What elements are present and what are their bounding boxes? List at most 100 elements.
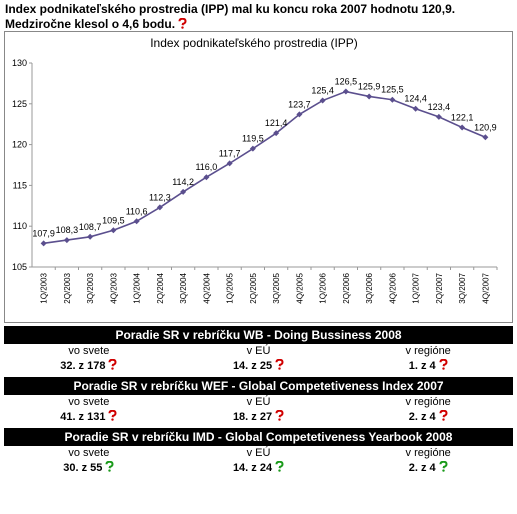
status-icon: [439, 460, 448, 472]
rank-value: 14. z 25: [232, 360, 273, 372]
x-tick-label: 2Q/2005: [249, 272, 258, 303]
data-point: [319, 97, 326, 104]
x-tick-label: 2Q/2006: [342, 272, 351, 303]
data-point: [180, 188, 187, 195]
section-title: Poradie SR v rebríčku WEF - Global Compe…: [4, 377, 513, 395]
rank-value: 18. z 27: [232, 411, 273, 423]
data-label: 107,9: [32, 228, 55, 238]
ranking-section: Poradie SR v rebríčku WEF - Global Compe…: [4, 377, 513, 425]
rank-cell: 30. z 55: [4, 460, 174, 476]
rank-values: 32. z 178 14. z 25 1. z 4: [4, 358, 513, 374]
rank-value: 14. z 24: [232, 462, 273, 474]
rank-cell: 18. z 27: [174, 409, 344, 425]
rank-value: 1. z 4: [408, 360, 436, 372]
column-header: v regióne: [405, 345, 451, 357]
data-line: [43, 90, 486, 245]
data-label: 126,5: [335, 77, 358, 87]
column-header: vo svete: [68, 396, 110, 408]
status-icon: [439, 409, 448, 421]
data-label: 108,3: [56, 225, 79, 235]
data-label: 119,5: [242, 134, 264, 144]
column-header: vo svete: [68, 345, 110, 357]
x-tick-label: 1Q/2007: [412, 272, 421, 303]
rank-values: 30. z 55 14. z 24 2. z 4: [4, 460, 513, 476]
rank-cell: 41. z 131: [4, 409, 174, 425]
rank-value: 2. z 4: [408, 462, 436, 474]
data-label: 114,2: [172, 177, 194, 187]
status-icon: [178, 17, 187, 29]
chart-frame: [4, 31, 513, 323]
data-point: [133, 218, 140, 225]
y-tick-label: 115: [13, 180, 27, 190]
column-headers: vo svete v EÚ v regióne: [4, 446, 513, 461]
x-tick-label: 1Q/2005: [226, 272, 235, 303]
x-tick-label: 1Q/2006: [319, 272, 328, 303]
data-label: 125,9: [358, 81, 381, 91]
data-label: 125,5: [381, 85, 404, 95]
column-header: v EÚ: [246, 345, 271, 357]
data-point: [459, 124, 466, 131]
status-icon: [275, 460, 284, 472]
y-tick-label: 105: [12, 262, 27, 272]
column-header: vo svete: [68, 447, 110, 459]
data-label: 121,4: [265, 118, 288, 128]
data-point: [203, 174, 210, 181]
data-point: [412, 105, 419, 112]
x-tick-label: 3Q/2003: [86, 272, 95, 303]
rank-cell: 1. z 4: [343, 358, 513, 374]
rank-value: 41. z 131: [60, 411, 106, 423]
data-point: [342, 88, 349, 95]
data-point: [249, 145, 256, 152]
y-tick-label: 110: [13, 221, 27, 231]
data-label: 123,7: [288, 99, 311, 109]
status-icon: [105, 460, 114, 472]
data-label: 116,0: [195, 162, 217, 172]
chart-title: Index podnikateľského prostredia (IPP): [150, 36, 358, 50]
status-icon: [108, 409, 117, 421]
column-headers: vo svete v EÚ v regióne: [4, 395, 513, 410]
x-tick-label: 3Q/2004: [179, 272, 188, 303]
ranking-section: Poradie SR v rebríčku IMD - Global Compe…: [4, 428, 513, 476]
column-header: v regióne: [405, 447, 451, 459]
x-tick-label: 3Q/2007: [458, 272, 467, 303]
data-label: 117,7: [219, 148, 241, 158]
data-point: [273, 130, 280, 137]
section-title: Poradie SR v rebríčku IMD - Global Compe…: [4, 428, 513, 446]
data-label: 124,4: [404, 94, 427, 104]
rankings: Poradie SR v rebríčku WB - Doing Bussine…: [4, 326, 513, 479]
data-point: [87, 233, 94, 240]
data-label: 123,4: [428, 102, 451, 112]
x-tick-label: 4Q/2007: [481, 272, 490, 303]
x-tick-label: 2Q/2003: [63, 272, 72, 303]
status-icon: [275, 358, 284, 370]
data-label: 122,1: [451, 112, 474, 122]
rank-value: 30. z 55: [63, 462, 103, 474]
data-label: 120,9: [474, 122, 497, 132]
data-point: [435, 113, 442, 120]
data-point: [110, 227, 117, 234]
y-tick-label: 125: [12, 99, 27, 109]
x-tick-label: 3Q/2005: [272, 272, 281, 303]
status-icon: [108, 358, 117, 370]
ranking-section: Poradie SR v rebríčku WB - Doing Bussine…: [4, 326, 513, 374]
x-tick-label: 3Q/2006: [365, 272, 374, 303]
data-point: [296, 111, 303, 118]
rank-cell: 14. z 24: [174, 460, 344, 476]
data-point: [156, 204, 163, 211]
rank-value: 2. z 4: [408, 411, 436, 423]
header-text: Index podnikateľského prostredia (IPP) m…: [5, 2, 456, 31]
rank-cell: 2. z 4: [343, 460, 513, 476]
status-icon: [275, 409, 284, 421]
data-point: [482, 134, 489, 141]
x-tick-label: 4Q/2005: [295, 272, 304, 303]
data-point: [63, 237, 70, 244]
data-label: 110,6: [126, 206, 148, 216]
section-title: Poradie SR v rebríčku WB - Doing Bussine…: [4, 326, 513, 344]
data-label: 109,5: [102, 215, 125, 225]
data-point: [40, 240, 47, 247]
x-tick-label: 4Q/2006: [388, 272, 397, 303]
x-tick-label: 2Q/2004: [156, 272, 165, 303]
header: Index podnikateľského prostredia (IPP) m…: [5, 2, 505, 32]
rank-cell: 2. z 4: [343, 409, 513, 425]
rank-cell: 32. z 178: [4, 358, 174, 374]
